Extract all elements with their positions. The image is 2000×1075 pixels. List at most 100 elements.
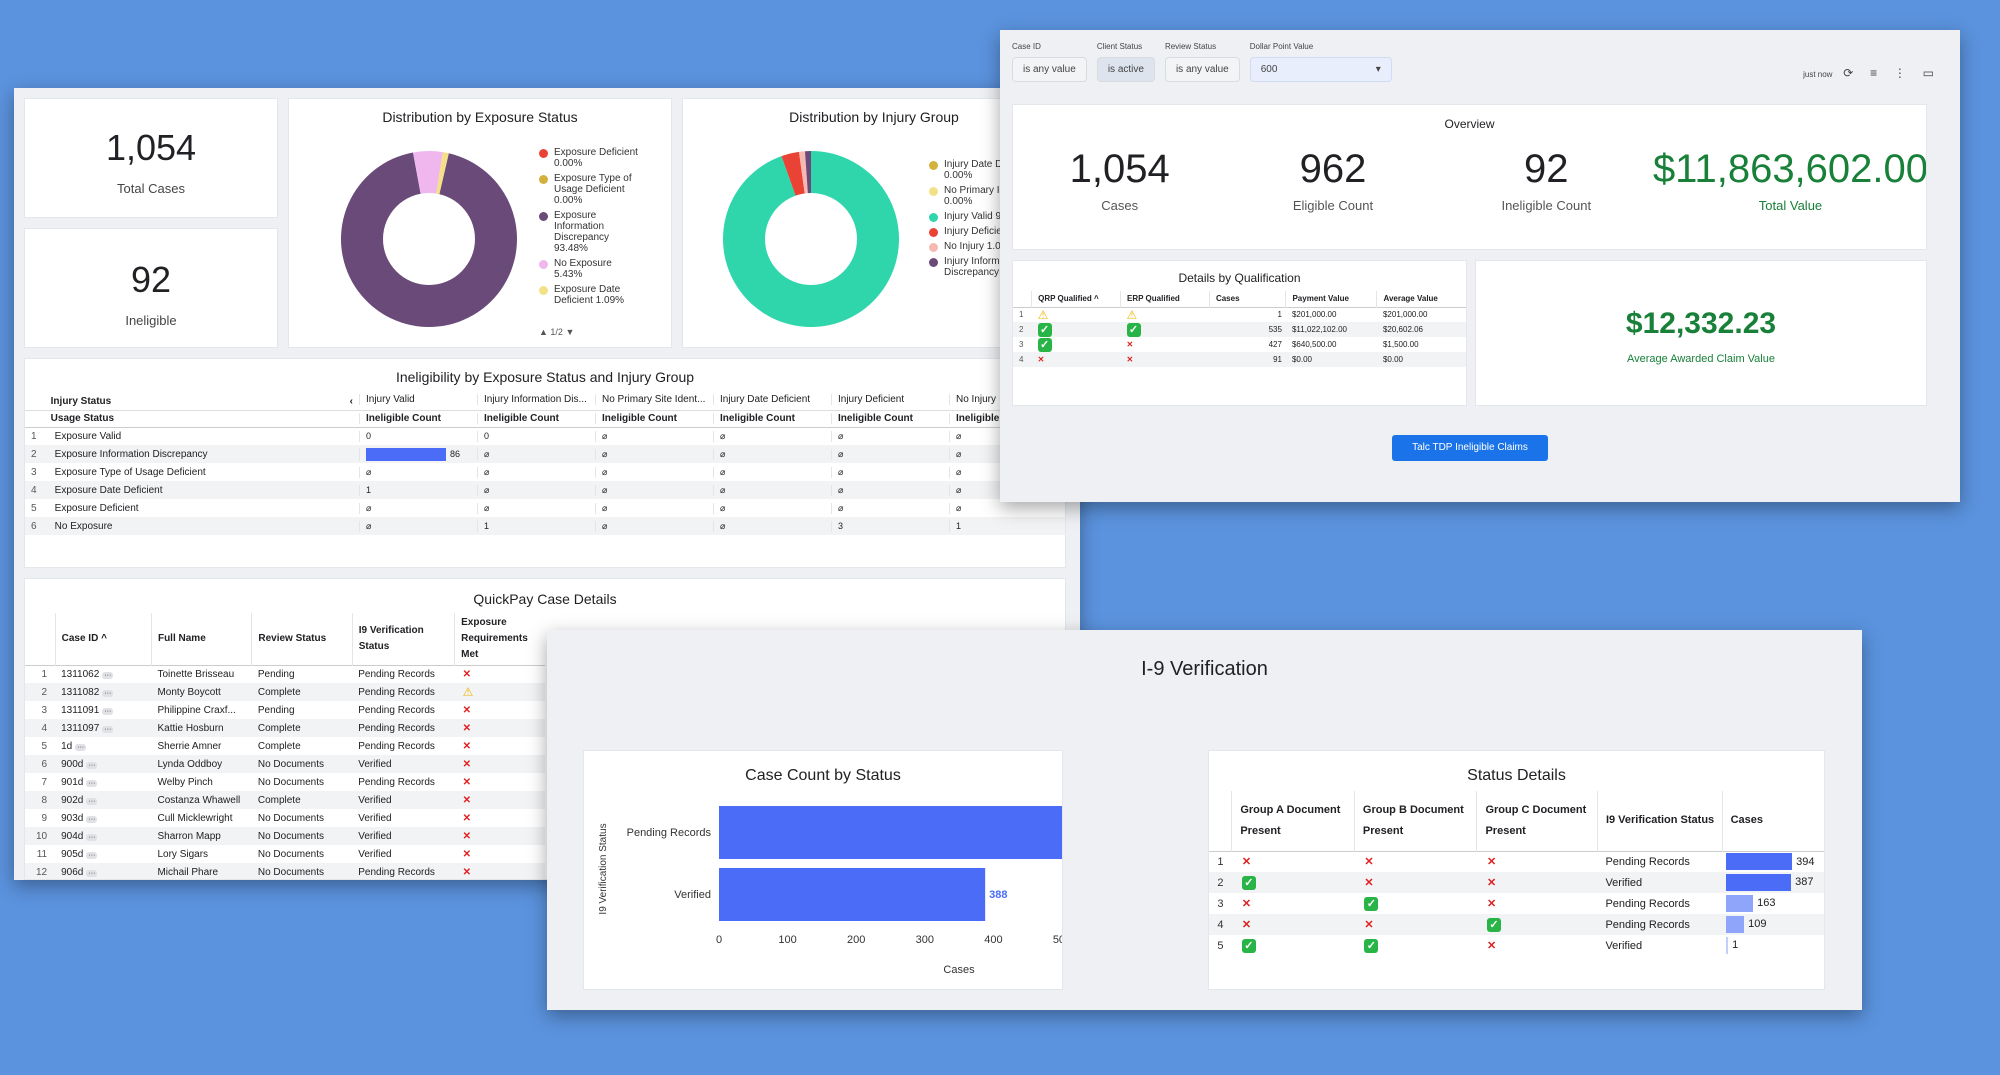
- table-row[interactable]: 8 902d ··· Costanza Whawell Complete Verified…: [25, 791, 545, 809]
- table-row[interactable]: 5 ✓ ✓ ✕ Verified 1: [1209, 935, 1824, 956]
- pivot-column-header[interactable]: Injury Valid: [359, 394, 477, 406]
- legend-item[interactable]: Injury Date Deficient 0.00%: [929, 159, 1049, 181]
- filter-chip[interactable]: is active: [1096, 57, 1155, 82]
- table-row[interactable]: 2 ✓ ✓ 535 $11,022,102.00 $20,602.06: [1013, 322, 1466, 337]
- more-chip-icon[interactable]: ···: [86, 833, 98, 841]
- table-row[interactable]: 6 900d ··· Lynda Oddboy No Documents Verified…: [25, 755, 545, 773]
- case-id-cell[interactable]: 901d ···: [55, 773, 151, 791]
- kpi: 92 Ineligible Count: [1440, 147, 1653, 213]
- legend-item[interactable]: No Exposure 5.43%: [539, 258, 639, 280]
- table-row[interactable]: 2 1311082 ··· Monty Boycott Complete Pending …: [25, 683, 545, 701]
- more-chip-icon[interactable]: ···: [102, 689, 114, 697]
- case-id-cell[interactable]: 1311097 ···: [55, 719, 151, 737]
- kpi-label: Cases: [1101, 198, 1139, 213]
- pivot-column-header[interactable]: No Primary Site Ident...: [595, 394, 713, 406]
- case-id-cell[interactable]: 1311091 ···: [55, 701, 151, 719]
- sort-ascending-icon[interactable]: ^: [98, 632, 107, 644]
- folder-icon[interactable]: ▭: [1922, 66, 1934, 80]
- pivot-column-header[interactable]: No Injury: [949, 394, 1065, 406]
- quickpay-column-header-text: Review Status: [258, 632, 327, 644]
- pivot-column-header[interactable]: Injury Information Dis...: [477, 394, 595, 406]
- talc-tdp-button[interactable]: Talc TDP Ineligible Claims: [1392, 435, 1548, 461]
- legend-item[interactable]: No Primary Identified 0.00%: [929, 185, 1049, 207]
- case-id-cell[interactable]: 902d ···: [55, 791, 151, 809]
- qual-column-header[interactable]: ERP Qualified: [1120, 291, 1210, 307]
- more-chip-icon[interactable]: ···: [86, 761, 98, 769]
- more-vert-icon[interactable]: ⋮: [1893, 66, 1906, 80]
- table-row[interactable]: 3 1311091 ··· Philippine Craxf... Pending Pen…: [25, 701, 545, 719]
- status-column-header[interactable]: Cases: [1721, 791, 1824, 851]
- filter-chip[interactable]: is any value: [1012, 57, 1087, 82]
- table-row[interactable]: 4 ✕ ✕ 91 $0.00 $0.00: [1013, 352, 1466, 367]
- filter-chip[interactable]: 600 ▾: [1249, 57, 1392, 82]
- table-row[interactable]: 1 ✕ ✕ ✕ Pending Records 394: [1209, 851, 1824, 872]
- legend-item[interactable]: Exposure Information Discrepancy 93.48%: [539, 210, 639, 254]
- legend-item[interactable]: No Injury 1.09%: [929, 241, 1049, 252]
- legend-item[interactable]: Injury Valid 94.57%: [929, 211, 1049, 222]
- filter-icon[interactable]: ≡: [1870, 66, 1878, 80]
- legend-item[interactable]: Injury Information Discrepancy 1.09%: [929, 256, 1049, 278]
- case-id-cell[interactable]: 905d ···: [55, 845, 151, 863]
- table-row[interactable]: 10 904d ··· Sharron Mapp No Documents Verifie…: [25, 827, 545, 845]
- more-chip-icon[interactable]: ···: [86, 851, 98, 859]
- status-column-header[interactable]: Group A Document Present: [1231, 791, 1355, 851]
- filter-control[interactable]: Dollar Point Value 600 ▾: [1249, 42, 1392, 82]
- case-id-cell[interactable]: 906d ···: [55, 863, 151, 879]
- qual-column-header[interactable]: Average Value: [1376, 291, 1466, 307]
- quickpay-column-header[interactable]: Exposure Requirements Met: [454, 613, 545, 665]
- legend-pager[interactable]: ▲ 1/2 ▼: [539, 327, 575, 337]
- table-row[interactable]: 9 903d ··· Cull Micklewright No Documents Ver…: [25, 809, 545, 827]
- more-chip-icon[interactable]: ···: [86, 815, 98, 823]
- legend-item[interactable]: Exposure Type of Usage Deficient 0.00%: [539, 173, 639, 206]
- table-row[interactable]: 3 ✓ ✕ 427 $640,500.00 $1,500.00: [1013, 337, 1466, 352]
- table-row[interactable]: 2 ✓ ✕ ✕ Verified 387: [1209, 872, 1824, 893]
- pivot-column-header[interactable]: Injury Date Deficient: [713, 394, 831, 406]
- status-column-header[interactable]: Group C Document Present: [1476, 791, 1598, 851]
- case-id-cell[interactable]: 1311062 ···: [55, 665, 151, 683]
- collapse-chevron-icon[interactable]: ‹: [349, 395, 353, 407]
- case-id-cell[interactable]: 900d ···: [55, 755, 151, 773]
- legend-item[interactable]: Exposure Deficient 0.00%: [539, 147, 639, 169]
- status-column-header[interactable]: I9 Verification Status: [1596, 791, 1723, 851]
- quickpay-column-header[interactable]: I9 Verification Status: [351, 613, 455, 665]
- case-id-cell[interactable]: 1d ···: [55, 737, 151, 755]
- table-row[interactable]: 7 901d ··· Welby Pinch No Documents Pending R…: [25, 773, 545, 791]
- more-chip-icon[interactable]: ···: [102, 707, 114, 715]
- qual-column-header[interactable]: Cases: [1208, 291, 1286, 307]
- table-row[interactable]: 4 ✕ ✕ ✓ Pending Records 109: [1209, 914, 1824, 935]
- status-column-header[interactable]: Group B Document Present: [1353, 791, 1477, 851]
- more-chip-icon[interactable]: ···: [75, 743, 87, 751]
- more-chip-icon[interactable]: ···: [102, 725, 114, 733]
- table-row[interactable]: 1 ⚠ ⚠ 1 $201,000.00 $201,000.00: [1013, 307, 1466, 322]
- qual-column-header[interactable]: Payment Value: [1285, 291, 1377, 307]
- case-id-cell[interactable]: 904d ···: [55, 827, 151, 845]
- more-chip-icon[interactable]: ···: [86, 779, 98, 787]
- table-row[interactable]: 4 1311097 ··· Kattie Hosburn Complete Pending…: [25, 719, 545, 737]
- table-row[interactable]: 3 ✕ ✓ ✕ Pending Records 163: [1209, 893, 1824, 914]
- table-row[interactable]: 12 906d ··· Michail Phare No Documents Pendin…: [25, 863, 545, 879]
- filter-control[interactable]: Case ID is any value: [1012, 42, 1087, 82]
- legend-item[interactable]: Exposure Date Deficient 1.09%: [539, 284, 639, 306]
- qrp-cell: ✓: [1032, 337, 1121, 352]
- refresh-icon[interactable]: ⟳: [1843, 66, 1854, 80]
- filter-control[interactable]: Client Status is active: [1096, 42, 1155, 82]
- table-row[interactable]: 5 1d ··· Sherrie Amner Complete Pending Recor…: [25, 737, 545, 755]
- qual-column-header[interactable]: QRP Qualified ^: [1031, 291, 1121, 307]
- more-chip-icon[interactable]: ···: [86, 869, 98, 877]
- sort-ascending-icon[interactable]: ^: [1091, 294, 1099, 304]
- table-row[interactable]: 11 905d ··· Lory Sigars No Documents Verified…: [25, 845, 545, 863]
- table-row[interactable]: 1 1311062 ··· Toinette Brisseau Pending Pendi…: [25, 665, 545, 683]
- quickpay-column-header[interactable]: Case ID ^: [54, 613, 152, 665]
- more-chip-icon[interactable]: ···: [86, 797, 98, 805]
- case-id-cell[interactable]: 903d ···: [55, 809, 151, 827]
- pivot-column-header[interactable]: Injury Deficient: [831, 394, 949, 406]
- legend-item[interactable]: Injury Deficient 3.26%: [929, 226, 1049, 237]
- case-id-cell[interactable]: 1311082 ···: [55, 683, 151, 701]
- dropdown-arrow-icon[interactable]: ▾: [1375, 64, 1381, 75]
- quickpay-column-header[interactable]: Full Name: [150, 613, 252, 665]
- i9-status-cell: Verified: [358, 812, 392, 824]
- more-chip-icon[interactable]: ···: [102, 671, 114, 679]
- filter-chip[interactable]: is any value: [1164, 57, 1240, 82]
- quickpay-column-header[interactable]: Review Status: [251, 613, 353, 665]
- filter-control[interactable]: Review Status is any value: [1164, 42, 1240, 82]
